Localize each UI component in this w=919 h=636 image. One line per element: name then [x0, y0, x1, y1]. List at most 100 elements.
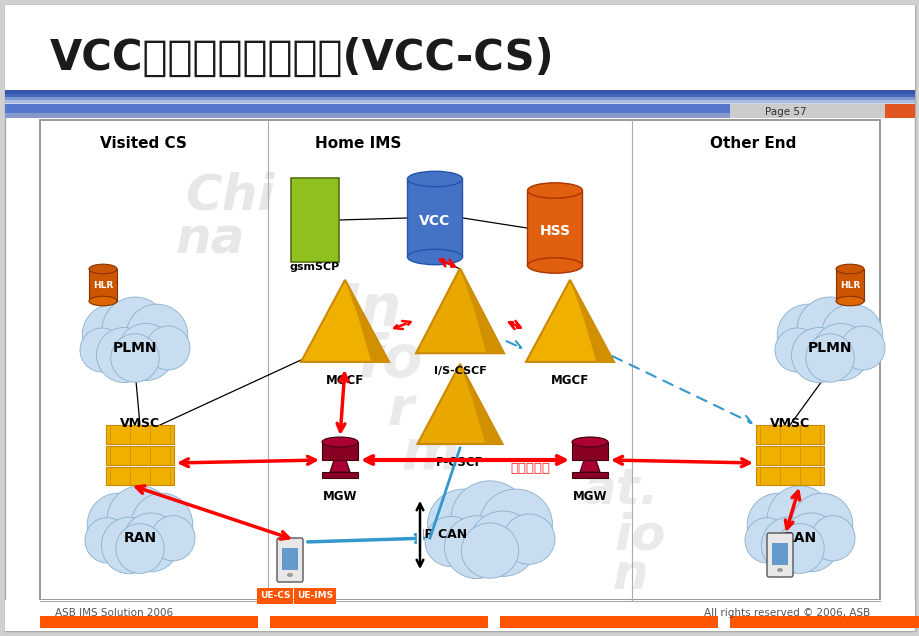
Ellipse shape — [122, 513, 179, 572]
Text: Visited CS: Visited CS — [100, 136, 187, 151]
Ellipse shape — [811, 516, 854, 561]
Ellipse shape — [107, 486, 173, 554]
Ellipse shape — [527, 183, 582, 198]
Ellipse shape — [503, 514, 554, 564]
FancyBboxPatch shape — [106, 446, 174, 464]
Ellipse shape — [87, 493, 149, 556]
Ellipse shape — [790, 493, 852, 556]
Ellipse shape — [151, 516, 195, 561]
Text: PLMN: PLMN — [807, 341, 851, 355]
Ellipse shape — [781, 513, 839, 572]
Text: 到网关切换: 到网关切换 — [509, 462, 550, 474]
FancyBboxPatch shape — [755, 425, 823, 444]
Text: MGCF: MGCF — [325, 374, 364, 387]
Ellipse shape — [450, 481, 528, 556]
Text: HLR: HLR — [839, 280, 859, 289]
Ellipse shape — [407, 171, 462, 187]
Text: ASB IMS Solution 2006: ASB IMS Solution 2006 — [55, 608, 173, 618]
Bar — [282, 548, 298, 570]
Bar — [729, 104, 884, 118]
Ellipse shape — [322, 437, 357, 447]
Bar — [5, 104, 914, 114]
Ellipse shape — [116, 523, 164, 574]
Bar — [884, 104, 914, 118]
Text: Chi: Chi — [185, 171, 275, 219]
Polygon shape — [526, 280, 613, 362]
Ellipse shape — [131, 493, 193, 556]
Bar — [5, 103, 914, 106]
Text: MGW: MGW — [323, 490, 357, 503]
Ellipse shape — [85, 518, 129, 563]
Text: VCC的控制和用户路径(VCC-CS): VCC的控制和用户路径(VCC-CS) — [50, 37, 554, 79]
Ellipse shape — [80, 328, 124, 372]
Bar — [5, 600, 914, 631]
Text: Page 57: Page 57 — [765, 107, 806, 117]
Ellipse shape — [790, 328, 845, 382]
Text: In: In — [338, 282, 402, 338]
Ellipse shape — [425, 516, 476, 567]
Ellipse shape — [102, 297, 168, 363]
FancyBboxPatch shape — [755, 446, 823, 464]
Bar — [835, 269, 863, 301]
Ellipse shape — [840, 326, 884, 370]
Bar — [269, 616, 487, 628]
Ellipse shape — [469, 511, 536, 576]
Polygon shape — [330, 460, 349, 472]
FancyBboxPatch shape — [277, 538, 302, 582]
Ellipse shape — [444, 516, 509, 579]
Text: PLMN: PLMN — [113, 341, 157, 355]
Text: at.: at. — [581, 466, 658, 514]
Polygon shape — [415, 268, 504, 353]
Bar — [40, 616, 257, 628]
Polygon shape — [579, 460, 599, 472]
Text: RAN: RAN — [123, 531, 156, 545]
Ellipse shape — [835, 296, 863, 306]
Bar — [256, 588, 292, 604]
Bar — [5, 94, 914, 98]
Ellipse shape — [777, 568, 782, 572]
Bar — [729, 616, 919, 628]
Ellipse shape — [89, 264, 117, 274]
Ellipse shape — [835, 264, 863, 274]
FancyBboxPatch shape — [755, 466, 823, 485]
Ellipse shape — [461, 523, 518, 578]
Text: VMSC: VMSC — [769, 417, 810, 430]
Text: MGCF: MGCF — [550, 374, 588, 387]
Text: n: n — [611, 551, 647, 599]
Ellipse shape — [287, 573, 292, 577]
Bar — [89, 269, 117, 301]
Text: UE-CS: UE-CS — [259, 591, 289, 600]
Text: io: io — [614, 511, 665, 559]
Bar — [290, 178, 338, 262]
Ellipse shape — [777, 304, 838, 366]
Bar — [294, 588, 335, 604]
FancyBboxPatch shape — [106, 466, 174, 485]
Ellipse shape — [572, 437, 607, 447]
Bar — [5, 90, 914, 95]
Ellipse shape — [746, 493, 808, 556]
Ellipse shape — [126, 304, 187, 366]
Text: MGW: MGW — [573, 490, 607, 503]
FancyBboxPatch shape — [766, 533, 792, 577]
Text: Home IMS: Home IMS — [314, 136, 401, 151]
Bar — [499, 616, 717, 628]
Text: VMSC: VMSC — [119, 417, 160, 430]
Bar — [40, 120, 879, 600]
Text: m: m — [401, 428, 459, 482]
Ellipse shape — [118, 323, 175, 380]
Polygon shape — [322, 442, 357, 460]
Text: gsmSCP: gsmSCP — [289, 262, 340, 272]
Text: UE-IMS: UE-IMS — [297, 591, 333, 600]
Text: VCC: VCC — [419, 214, 450, 228]
Bar — [5, 5, 914, 90]
Ellipse shape — [796, 297, 862, 363]
Ellipse shape — [805, 334, 853, 382]
Ellipse shape — [811, 323, 868, 380]
Ellipse shape — [101, 517, 156, 574]
Polygon shape — [460, 364, 502, 444]
Ellipse shape — [527, 258, 582, 273]
Bar — [5, 97, 914, 100]
Ellipse shape — [821, 304, 882, 366]
Bar — [5, 113, 914, 118]
Text: All rights reserved © 2006, ASB: All rights reserved © 2006, ASB — [703, 608, 869, 618]
